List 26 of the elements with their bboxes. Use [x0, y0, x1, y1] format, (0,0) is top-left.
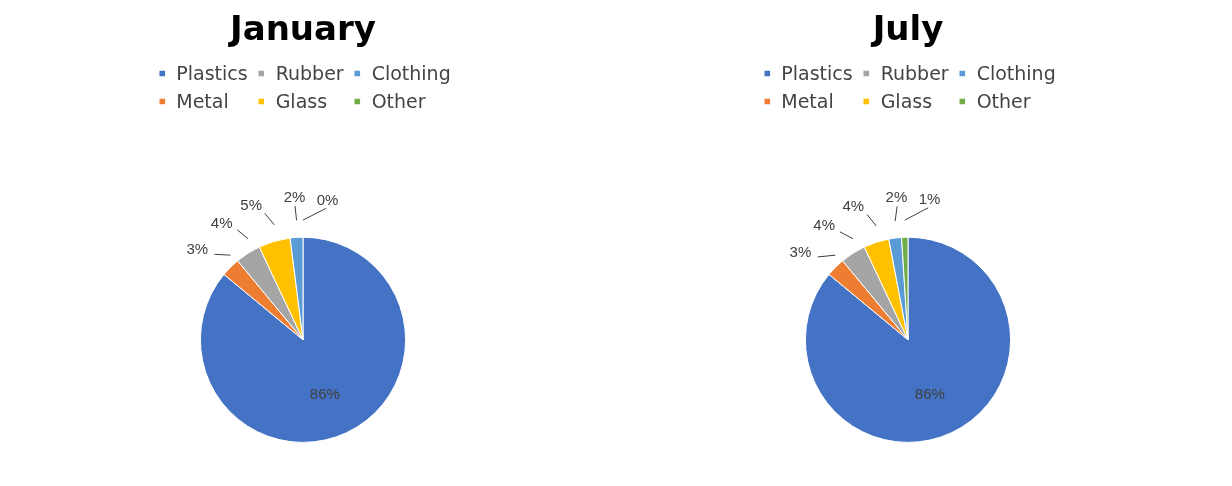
data-label: 3% [186, 239, 209, 257]
legend-label: Rubber [880, 62, 949, 84]
legend-label: Rubber [275, 62, 344, 84]
legend-label: Plastics [176, 62, 248, 84]
data-label: 2% [283, 188, 306, 205]
legend-label: Other [371, 90, 426, 112]
chart-title: July [870, 7, 944, 48]
legend-label: Plastics [781, 62, 853, 84]
data-label: 86% [914, 385, 945, 403]
legend-label: Metal [176, 90, 229, 112]
legend-label: Glass [275, 90, 328, 112]
chart-title: January [228, 7, 376, 48]
legend-label: Other [976, 90, 1031, 112]
data-label: 1% [918, 189, 941, 207]
data-label: 86% [309, 385, 340, 403]
data-label: 4% [842, 197, 865, 215]
legend-label: Clothing [371, 62, 451, 84]
data-label: 5% [240, 195, 263, 213]
legend-label: Glass [880, 90, 933, 112]
data-label: 3% [789, 242, 812, 260]
data-label: 4% [210, 213, 233, 231]
data-label: 4% [813, 215, 836, 233]
data-label: 2% [885, 188, 908, 206]
legend-label: Metal [781, 90, 834, 112]
legend-label: Clothing [976, 62, 1056, 84]
text: 0% [316, 190, 339, 208]
